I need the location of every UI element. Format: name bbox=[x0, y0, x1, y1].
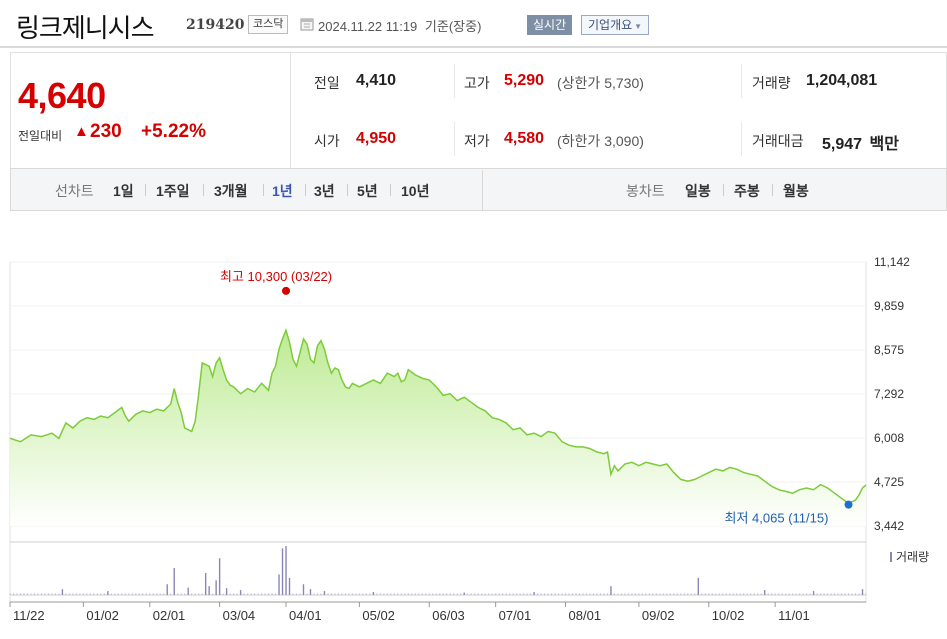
high-value: 5,290 bbox=[504, 72, 545, 89]
x-tick-label: 04/01 bbox=[289, 608, 322, 623]
current-price: 4,640 bbox=[18, 75, 106, 116]
price-chart-svg[interactable]: 11,142 9,859 8,575 7,292 6,008 4,725 3,442 최고 1… bbox=[0, 236, 947, 639]
open-label: 시가 bbox=[314, 133, 340, 149]
volume-legend-swatch bbox=[890, 552, 892, 562]
x-tick-label: 05/02 bbox=[362, 608, 395, 623]
quote-datetime: 2024.11.22 11:19 기준(장중) bbox=[318, 16, 481, 35]
divider bbox=[482, 170, 483, 210]
period-5y[interactable]: 5년 bbox=[357, 183, 378, 199]
high-label: 고가 bbox=[464, 75, 490, 91]
x-tick-label: 01/02 bbox=[86, 608, 119, 623]
separator bbox=[305, 184, 306, 196]
x-tick-label: 10/02 bbox=[712, 608, 745, 623]
y-tick-label: 11,142 bbox=[874, 255, 910, 269]
x-tick-label: 08/01 bbox=[569, 608, 602, 623]
low-annotation: 최저 4,065 (11/15) bbox=[725, 511, 829, 526]
prev-close-value: 4,410 bbox=[356, 72, 397, 89]
candle-monthly[interactable]: 월봉 bbox=[783, 183, 809, 199]
volume-value: 1,204,081 bbox=[806, 72, 878, 89]
low-value: 4,580 bbox=[504, 130, 545, 147]
y-tick-label: 6,008 bbox=[874, 431, 904, 445]
chevron-down-icon: ▼ bbox=[634, 22, 643, 31]
divider bbox=[741, 122, 742, 156]
separator bbox=[772, 184, 773, 196]
period-3y[interactable]: 3년 bbox=[314, 183, 335, 199]
calendar-icon bbox=[300, 18, 314, 31]
stock-name: 링크제니시스 bbox=[16, 14, 155, 44]
separator bbox=[145, 184, 146, 196]
x-tick-label: 02/01 bbox=[153, 608, 186, 623]
prev-close-label: 전일 bbox=[314, 75, 340, 91]
change-value: 230 bbox=[90, 121, 122, 142]
amount-label: 거래대금 bbox=[752, 133, 804, 149]
high-marker bbox=[282, 286, 291, 295]
upper-limit-label: (상한가 bbox=[557, 75, 601, 91]
divider bbox=[454, 122, 455, 156]
separator bbox=[390, 184, 391, 196]
up-arrow-icon: ▲ bbox=[74, 123, 89, 140]
x-tick-label: 03/04 bbox=[223, 608, 256, 623]
period-3m[interactable]: 3개월 bbox=[214, 183, 248, 199]
high-annotation: 최고 10,300 (03/22) bbox=[220, 269, 332, 284]
x-tick-label: 11/22 bbox=[13, 608, 45, 623]
price-chart[interactable]: 11,142 9,859 8,575 7,292 6,008 4,725 3,442 최고 1… bbox=[0, 236, 947, 639]
stock-header bbox=[0, 0, 947, 48]
separator bbox=[723, 184, 724, 196]
price-area bbox=[10, 330, 866, 526]
lower-limit-label: (하한가 bbox=[557, 133, 601, 149]
volume-legend: 거래량 bbox=[896, 550, 929, 564]
x-tick-label: 07/01 bbox=[499, 608, 532, 623]
period-bar bbox=[10, 168, 947, 211]
separator bbox=[263, 184, 264, 196]
datetime-value: 2024.11.22 11:19 bbox=[318, 19, 418, 34]
company-overview-button[interactable]: 기업개요 ▼ bbox=[581, 15, 650, 35]
change-label: 전일대비 bbox=[18, 129, 63, 143]
upper-limit: (상한가 5,730) bbox=[557, 73, 644, 93]
separator bbox=[347, 184, 348, 196]
low-marker bbox=[844, 500, 853, 509]
change-percent: +5.22% bbox=[141, 121, 206, 142]
divider bbox=[290, 52, 291, 168]
y-tick-label: 9,859 bbox=[874, 299, 904, 313]
separator bbox=[203, 184, 204, 196]
candle-daily[interactable]: 일봉 bbox=[685, 183, 711, 199]
period-1y[interactable]: 1년 bbox=[272, 183, 293, 199]
y-tick-label: 3,442 bbox=[874, 519, 904, 533]
market-badge: 코스닥 bbox=[248, 15, 289, 34]
lower-limit: (하한가 3,090) bbox=[557, 131, 644, 151]
line-chart-label: 선차트 bbox=[55, 183, 94, 199]
datetime-basis: 기준(장중) bbox=[424, 19, 482, 34]
realtime-button[interactable]: 실시간 bbox=[527, 15, 573, 35]
x-tick-label: 11/01 bbox=[778, 608, 810, 623]
price-line bbox=[9, 328, 867, 505]
company-overview-label: 기업개요 bbox=[588, 18, 633, 32]
low-label: 저가 bbox=[464, 133, 490, 149]
x-tick-label: 09/02 bbox=[642, 608, 675, 623]
x-tick-label: 06/03 bbox=[432, 608, 465, 623]
amount-unit: 백만 bbox=[869, 136, 899, 153]
volume-label: 거래량 bbox=[752, 75, 791, 91]
period-1w[interactable]: 1주일 bbox=[156, 183, 190, 199]
y-tick-label: 8,575 bbox=[874, 343, 904, 357]
candle-chart-label: 봉차트 bbox=[626, 183, 665, 199]
amount-value: 5,947 백만 bbox=[822, 130, 899, 154]
divider bbox=[741, 64, 742, 98]
upper-limit-value: 5,730) bbox=[604, 75, 644, 91]
amount-number: 5,947 bbox=[822, 136, 863, 153]
y-tick-label: 7,292 bbox=[874, 387, 904, 401]
open-value: 4,950 bbox=[356, 130, 397, 147]
y-tick-label: 4,725 bbox=[874, 475, 904, 489]
lower-limit-value: 3,090) bbox=[604, 133, 644, 149]
divider bbox=[454, 64, 455, 98]
stock-code: 219420 bbox=[186, 17, 245, 33]
period-10y[interactable]: 10년 bbox=[401, 183, 430, 199]
period-1d[interactable]: 1일 bbox=[113, 183, 134, 199]
candle-weekly[interactable]: 주봉 bbox=[734, 183, 760, 199]
